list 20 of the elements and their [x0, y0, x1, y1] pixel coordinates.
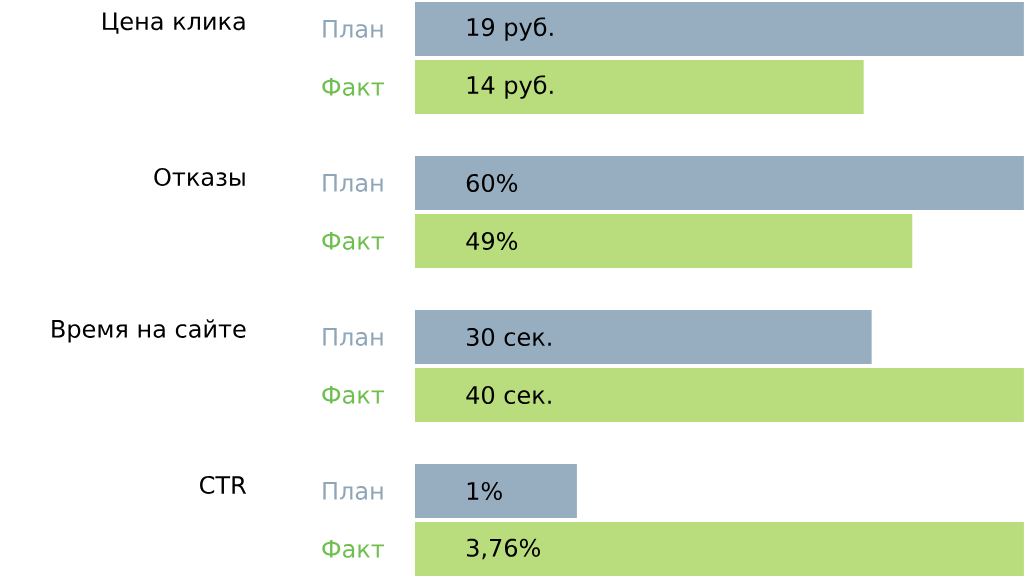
chart-title: CTR — [200, 475, 247, 495]
y-tick-label: План — [323, 482, 383, 500]
y-tick-label: Факт — [322, 386, 385, 404]
data-label: 14 руб. — [467, 75, 553, 99]
data-label: 30 сек. — [466, 327, 551, 347]
data-label: 60% — [466, 173, 518, 193]
y-tick-label: План — [323, 174, 383, 192]
data-label: 19 руб. — [467, 17, 553, 41]
y-tick-label: Факт — [322, 540, 385, 558]
data-label: 49% — [466, 231, 518, 251]
y-tick-label: План — [323, 328, 383, 346]
data-label: 40 сек. — [466, 385, 551, 405]
y-tick-label: Факт — [322, 78, 385, 96]
y-tick-label: Факт — [322, 232, 385, 250]
text: Цена клика — [103, 12, 245, 34]
text: Отказы — [154, 167, 245, 187]
text: Время на сайте — [52, 319, 246, 343]
data-label: 1% — [467, 481, 502, 501]
data-label: 3,76% — [466, 538, 541, 560]
y-tick-label: План — [323, 20, 383, 38]
